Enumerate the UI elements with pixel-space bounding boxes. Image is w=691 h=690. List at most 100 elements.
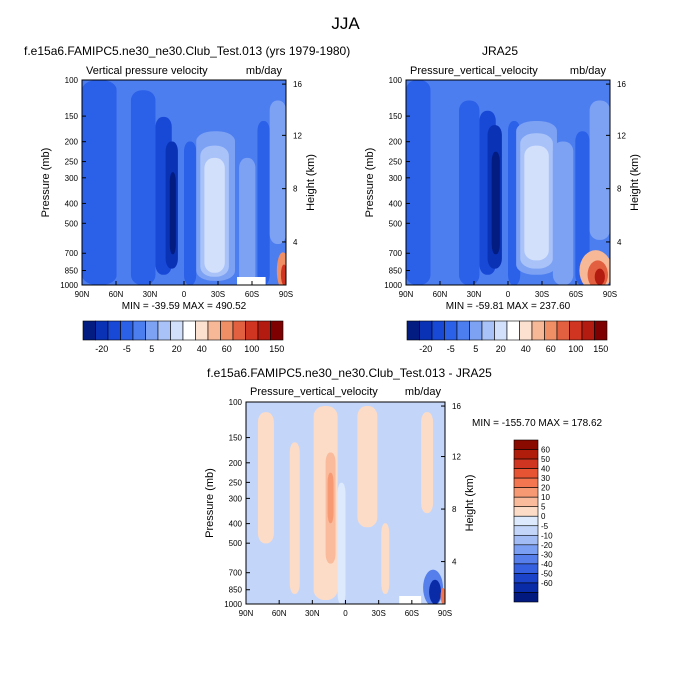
pressure-tick-label: 1000 (224, 600, 242, 609)
panel-diff-contour-band (421, 412, 434, 514)
colorbar-swatch (513, 544, 539, 555)
colorbar-swatch (513, 573, 539, 584)
latitude-tick-label: 30N (143, 290, 158, 299)
colorbar-label: 5 (541, 503, 546, 512)
colorbar-swatch (82, 320, 96, 341)
colorbar-label: 40 (521, 344, 531, 354)
pressure-tick-label: 850 (389, 267, 403, 276)
colorbar-swatch (506, 320, 520, 341)
panel-diff-polar-feature (440, 587, 445, 604)
pressure-tick-label: 700 (65, 249, 79, 258)
colorbar-swatch (431, 320, 445, 341)
height-tick-label: 12 (617, 131, 626, 140)
latitude-tick-label: 30S (535, 290, 549, 299)
colorbar-label: -20 (419, 344, 432, 354)
latitude-tick-label: 30S (372, 609, 386, 618)
panel-model-missing-region (237, 277, 266, 285)
colorbar-label: 50 (541, 455, 550, 464)
pressure-tick-label: 500 (389, 219, 403, 228)
colorbar-label: 20 (541, 484, 550, 493)
colorbar-swatch (257, 320, 271, 341)
latitude-tick-label: 30S (211, 290, 225, 299)
latitude-tick-label: 60N (433, 290, 448, 299)
colorbar-label: 0 (541, 512, 546, 521)
panel-model: Vertical pressure velocity mb/day 100 150 20… (40, 65, 317, 312)
colorbar-swatch (556, 320, 570, 341)
colorbar-swatch (220, 320, 234, 341)
colorbar-swatch (195, 320, 209, 341)
panel-diff-case-title: f.e15a6.FAMIPC5.ne30_ne30.Club_Test.013 … (207, 366, 492, 380)
panel-diff-polar-feature (429, 579, 442, 604)
colorbar-swatch (513, 563, 539, 574)
pressure-tick-label: 250 (389, 158, 403, 167)
pressure-tick-label: 1000 (60, 281, 78, 290)
colorbar-label: -40 (541, 560, 553, 569)
latitude-tick-label: 90S (279, 290, 293, 299)
pressure-tick-label: 400 (389, 199, 403, 208)
colorbar-label: -10 (541, 531, 553, 540)
pressure-tick-label: 1000 (384, 281, 402, 290)
colorbar-swatch (95, 320, 109, 341)
latitude-tick-label: 0 (506, 290, 511, 299)
colorbar-model: -20 -5 5 20 40 60 100 150 (82, 320, 284, 354)
panel-obs-contour-band (430, 80, 460, 285)
pressure-tick-label: 850 (65, 267, 79, 276)
colorbar-label: 10 (541, 493, 550, 502)
panel-obs-variable-label: Pressure_vertical_velocity (410, 65, 538, 77)
height-tick-label: 12 (452, 453, 461, 462)
panel-diff-contour-band (327, 472, 334, 524)
colorbar-label: 5 (473, 344, 478, 354)
height-tick-label: 8 (617, 185, 622, 194)
panel-obs-contours (406, 80, 610, 285)
panel-model-contour-band (116, 80, 131, 285)
panel-diff-stats: MIN = -155.70 MAX = 178.62 (472, 418, 603, 429)
height-tick-label: 16 (617, 80, 626, 89)
colorbar-swatch (232, 320, 246, 341)
colorbar-swatch (513, 582, 539, 593)
panel-model-contour-band (269, 100, 286, 244)
colorbar-swatch (513, 496, 539, 508)
latitude-tick-label: 90N (239, 609, 254, 618)
latitude-tick-label: 90S (438, 609, 452, 618)
panel-model-contour-band (169, 172, 176, 255)
colorbar-swatch (120, 320, 134, 341)
height-tick-label: 4 (293, 238, 298, 247)
panel-model-contour-band (239, 157, 256, 285)
figure-title: JJA (331, 14, 360, 33)
height-tick-label: 16 (293, 80, 302, 89)
colorbar-label: 20 (496, 344, 506, 354)
panel-obs-polar-feature (594, 268, 605, 285)
latitude-tick-label: 90S (603, 290, 617, 299)
panel-obs-units-label: mb/day (570, 65, 607, 77)
panel-diff-contours (246, 402, 445, 604)
colorbar-label: 100 (244, 344, 259, 354)
colorbar-swatch (531, 320, 545, 341)
colorbar-swatch (456, 320, 470, 341)
pressure-tick-label: 500 (229, 539, 243, 548)
y-axis-title: Pressure (mb) (364, 148, 376, 218)
panel-diff-contour-band (337, 482, 346, 604)
panel-diff-missing-region (399, 596, 422, 604)
pressure-tick-label: 150 (65, 112, 79, 121)
panel-diff-variable-label: Pressure_vertical_velocity (250, 386, 378, 398)
panel-obs-case-title: JRA25 (482, 44, 519, 58)
panel-obs-contour-band (589, 100, 610, 240)
height-tick-label: 4 (617, 238, 622, 247)
latitude-tick-label: 60S (405, 609, 419, 618)
colorbar-label: 40 (541, 465, 550, 474)
colorbar-swatch (494, 320, 508, 341)
panel-obs-contour-band (406, 80, 431, 285)
colorbar-swatch (513, 458, 539, 469)
colorbar-swatch (107, 320, 121, 341)
panel-obs-stats: MIN = -59.81 MAX = 237.60 (446, 301, 571, 312)
panel-obs-contour-band (524, 145, 549, 261)
y-axis-right-title: Height (km) (305, 154, 317, 211)
y-axis-right-title: Height (km) (629, 154, 641, 211)
latitude-tick-label: 60S (569, 290, 583, 299)
colorbar-swatch (544, 320, 558, 341)
height-tick-label: 8 (452, 505, 457, 514)
colorbar-label: -5 (541, 522, 549, 531)
pressure-tick-label: 850 (229, 586, 243, 595)
